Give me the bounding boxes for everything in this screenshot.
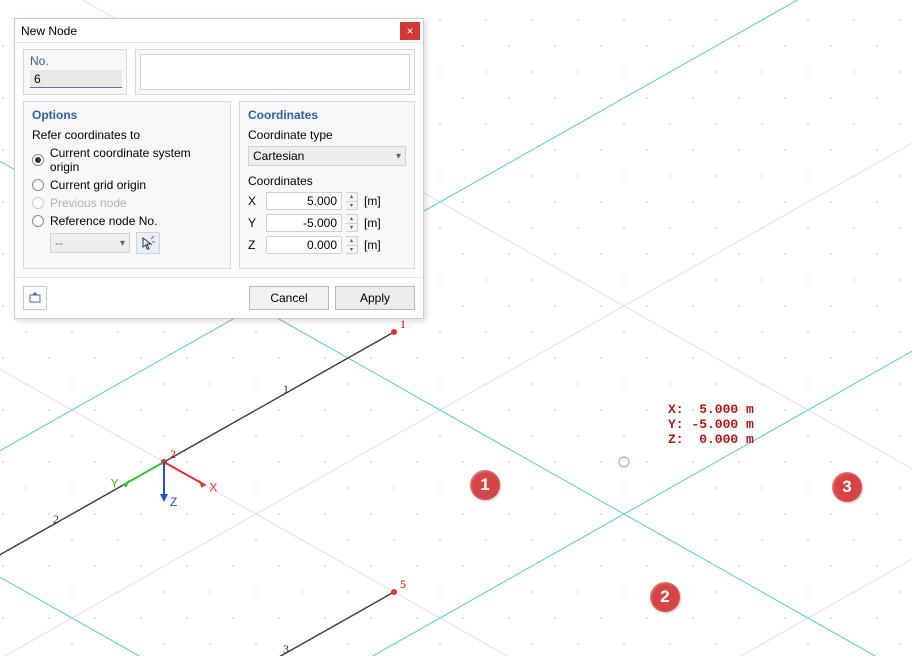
svg-text:1: 1 <box>283 382 289 396</box>
callout-badge: 2 <box>650 582 680 612</box>
description-input[interactable] <box>140 54 410 90</box>
radio-icon <box>32 215 44 227</box>
svg-text:2: 2 <box>170 447 176 461</box>
coord-row-z: Z 0.000 ▴▾ [m] <box>248 236 406 254</box>
svg-text:X: X <box>209 480 217 494</box>
details-icon <box>28 291 42 305</box>
coord-type-label: Coordinate type <box>248 128 406 142</box>
new-node-dialog: New Node × No. 6 Options Refer coordinat… <box>14 18 424 319</box>
apply-button[interactable]: Apply <box>335 286 415 310</box>
coord-type-dropdown[interactable]: Cartesian <box>248 146 406 166</box>
pick-node-button[interactable] <box>136 232 160 254</box>
coord-y-input[interactable]: -5.000 <box>266 214 342 232</box>
svg-text:5: 5 <box>400 577 406 591</box>
options-panel: Options Refer coordinates to Current coo… <box>23 101 231 269</box>
radio-origin[interactable]: Current coordinate system origin <box>32 146 222 174</box>
radio-icon <box>32 179 44 191</box>
refer-label: Refer coordinates to <box>32 128 222 142</box>
coord-z-spinner[interactable]: ▴▾ <box>346 236 358 254</box>
coord-row-y: Y -5.000 ▴▾ [m] <box>248 214 406 232</box>
coord-row-x: X 5.000 ▴▾ [m] <box>248 192 406 210</box>
radio-refnode[interactable]: Reference node No. <box>32 214 222 228</box>
coords-label: Coordinates <box>248 174 406 188</box>
number-box: No. 6 <box>23 49 127 95</box>
cancel-button[interactable]: Cancel <box>249 286 329 310</box>
coord-y-spinner[interactable]: ▴▾ <box>346 214 358 232</box>
coordinates-title: Coordinates <box>248 108 406 122</box>
svg-text:1: 1 <box>400 317 406 331</box>
radio-icon <box>32 154 44 166</box>
coord-z-input[interactable]: 0.000 <box>266 236 342 254</box>
dialog-footer: Cancel Apply <box>15 277 423 318</box>
svg-text:3: 3 <box>283 642 289 656</box>
close-button[interactable]: × <box>400 22 420 40</box>
radio-previous: Previous node <box>32 196 222 210</box>
options-title: Options <box>32 108 222 122</box>
svg-text:2: 2 <box>53 512 59 526</box>
dialog-titlebar[interactable]: New Node × <box>15 19 423 43</box>
close-icon: × <box>406 24 413 38</box>
radio-icon <box>32 197 44 209</box>
pick-icon <box>141 236 155 250</box>
coordinates-panel: Coordinates Coordinate type Cartesian Co… <box>239 101 415 269</box>
coord-x-spinner[interactable]: ▴▾ <box>346 192 358 210</box>
number-input[interactable]: 6 <box>30 70 122 88</box>
coord-x-input[interactable]: 5.000 <box>266 192 342 210</box>
description-box <box>135 49 415 95</box>
details-button[interactable] <box>23 286 47 310</box>
number-label: No. <box>30 54 120 68</box>
cursor-coordinates: X: 5.000 m Y: -5.000 m Z: 0.000 m <box>668 402 754 447</box>
radio-grid[interactable]: Current grid origin <box>32 178 222 192</box>
dialog-title: New Node <box>21 24 397 38</box>
svg-text:Z: Z <box>170 495 177 509</box>
refnode-dropdown[interactable]: -- <box>50 233 130 253</box>
svg-text:Y: Y <box>111 476 119 490</box>
callout-badge: 3 <box>832 472 862 502</box>
callout-badge: 1 <box>470 470 500 500</box>
